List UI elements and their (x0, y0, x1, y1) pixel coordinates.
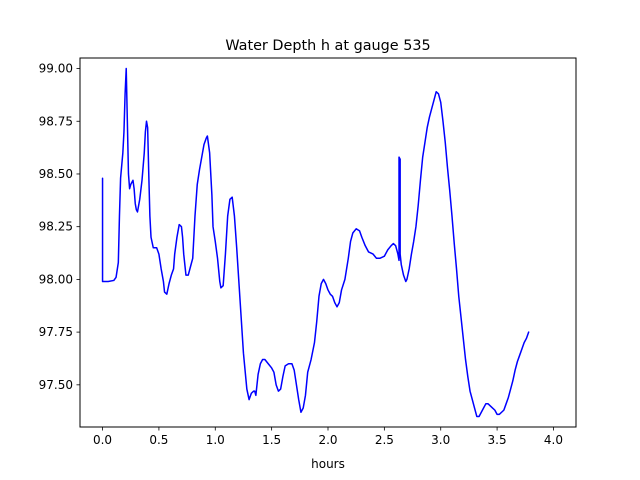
x-tick-label: 4.0 (544, 433, 563, 447)
y-tick-label: 98.00 (39, 272, 73, 286)
x-tick-label: 2.5 (375, 433, 394, 447)
x-tick-label: 2.0 (318, 433, 337, 447)
x-tick-label: 3.0 (431, 433, 450, 447)
y-tick-label: 99.00 (39, 62, 73, 76)
axes-frame (79, 57, 577, 428)
y-tick-label: 98.25 (39, 220, 73, 234)
chart-title: Water Depth h at gauge 535 (225, 38, 430, 54)
y-tick-label: 97.50 (39, 378, 73, 392)
x-axis-ticks: 0.0 0.5 1.0 1.5 2.0 2.5 3.0 3.5 4.0 (93, 427, 563, 447)
y-tick-label: 98.75 (39, 114, 73, 128)
y-axis-ticks: 97.50 97.75 98.00 98.25 98.50 98.75 99.00 (39, 62, 80, 392)
x-tick-label: 1.5 (262, 433, 281, 447)
plot-area (101, 67, 530, 418)
x-tick-label: 0.0 (93, 433, 112, 447)
x-tick-label: 3.5 (488, 433, 507, 447)
series-line-0 (101, 67, 530, 418)
x-axis-label: hours (311, 457, 345, 471)
x-tick-label: 0.5 (149, 433, 168, 447)
y-tick-label: 98.50 (39, 167, 73, 181)
x-tick-label: 1.0 (206, 433, 225, 447)
y-tick-label: 97.75 (39, 325, 73, 339)
